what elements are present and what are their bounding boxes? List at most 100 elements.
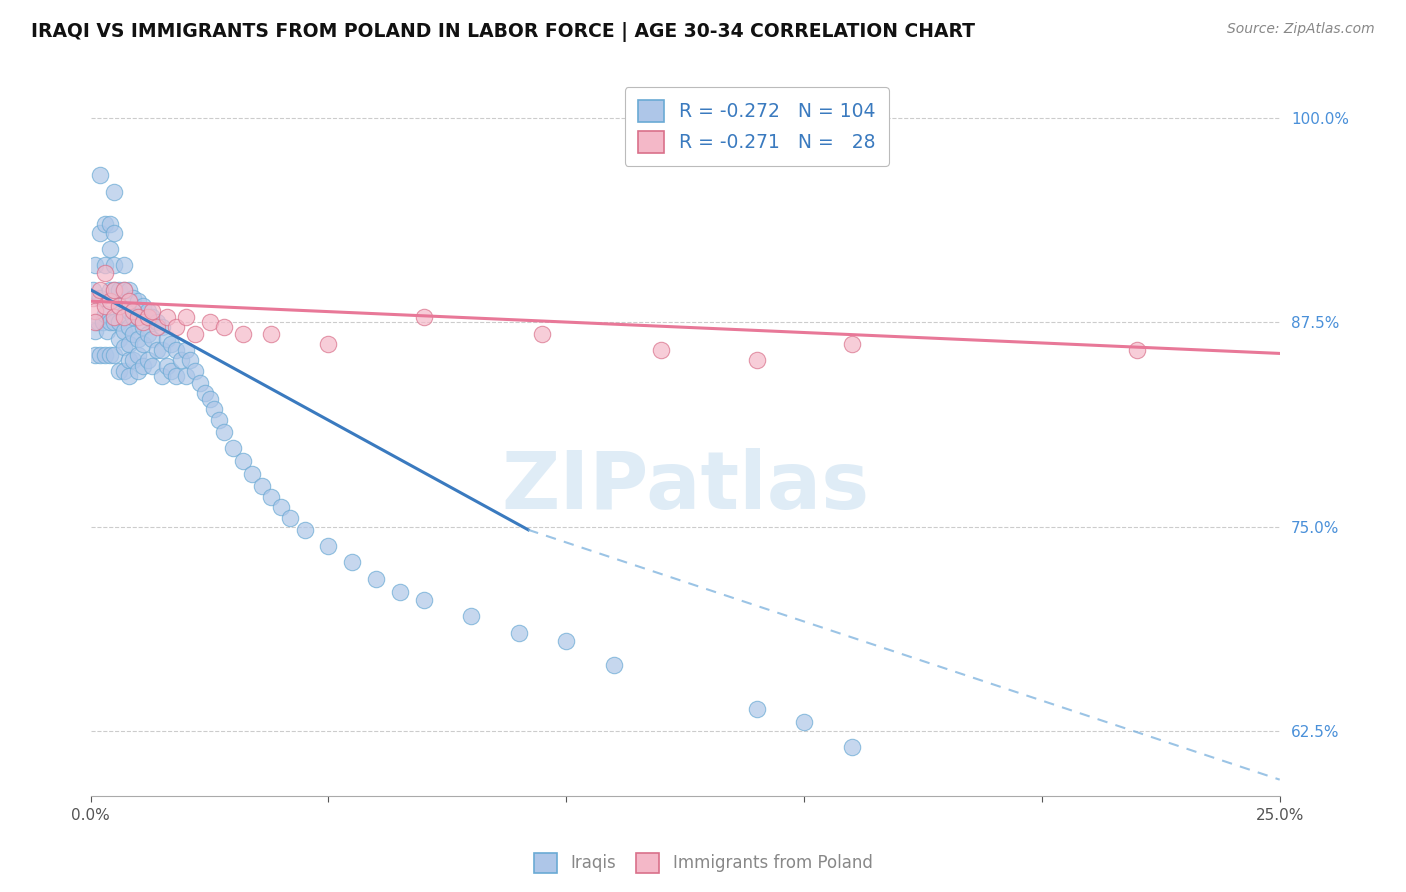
Point [160, 336, 183, 351]
Point [745, 702, 768, 716]
Point [212, 320, 235, 334]
Point [170, 353, 193, 368]
Point [108, 364, 131, 378]
Point [141, 332, 163, 346]
Point [103, 348, 125, 362]
Point [89, 291, 111, 305]
Point [531, 326, 554, 341]
Point [194, 385, 217, 400]
Point [98, 242, 121, 256]
Point [165, 369, 187, 384]
Point [150, 343, 173, 358]
Point [141, 310, 163, 325]
Point [508, 625, 530, 640]
Point [118, 304, 141, 318]
Point [87, 315, 110, 329]
Point [412, 310, 434, 325]
Point [232, 326, 254, 341]
Point [260, 326, 283, 341]
Point [108, 299, 131, 313]
Point [103, 310, 125, 325]
Point [122, 326, 145, 341]
Point [82, 291, 104, 305]
Point [84, 324, 107, 338]
Point [118, 294, 141, 309]
Point [122, 353, 145, 368]
Point [141, 304, 163, 318]
Point [98, 315, 121, 329]
Point [122, 291, 145, 305]
Point [94, 307, 117, 321]
Point [127, 310, 149, 325]
Point [98, 294, 121, 309]
Point [89, 169, 111, 183]
Point [136, 310, 159, 325]
Point [388, 585, 411, 599]
Point [112, 340, 135, 354]
Point [132, 320, 155, 334]
Point [745, 353, 768, 368]
Point [250, 479, 273, 493]
Point [146, 320, 169, 334]
Point [412, 593, 434, 607]
Point [260, 490, 283, 504]
Point [150, 320, 173, 334]
Point [108, 283, 131, 297]
Point [136, 326, 159, 341]
Point [127, 310, 149, 325]
Point [603, 658, 626, 673]
Point [841, 336, 863, 351]
Point [132, 299, 155, 313]
Point [132, 336, 155, 351]
Point [198, 392, 221, 406]
Point [89, 226, 111, 240]
Point [112, 324, 135, 338]
Point [122, 304, 145, 318]
Point [156, 332, 179, 346]
Point [364, 572, 387, 586]
Point [198, 315, 221, 329]
Point [160, 364, 183, 378]
Point [240, 467, 263, 482]
Point [156, 310, 179, 325]
Point [280, 511, 302, 525]
Point [94, 218, 117, 232]
Point [342, 556, 364, 570]
Point [84, 348, 107, 362]
Point [127, 348, 149, 362]
Point [89, 348, 111, 362]
Point [103, 283, 125, 297]
Point [179, 353, 201, 368]
Legend: Iraqis, Immigrants from Poland: Iraqis, Immigrants from Poland [527, 847, 879, 880]
Point [127, 332, 149, 346]
Point [112, 283, 135, 297]
Text: ZIPatlas: ZIPatlas [501, 448, 869, 526]
Point [103, 258, 125, 272]
Point [98, 218, 121, 232]
Point [232, 454, 254, 468]
Point [84, 258, 107, 272]
Point [318, 336, 340, 351]
Point [118, 336, 141, 351]
Point [184, 364, 207, 378]
Point [555, 633, 578, 648]
Point [141, 359, 163, 374]
Point [174, 310, 197, 325]
Point [94, 299, 117, 313]
Point [460, 609, 482, 624]
Point [146, 343, 169, 358]
Point [222, 441, 245, 455]
Point [294, 523, 316, 537]
Point [98, 348, 121, 362]
Point [98, 283, 121, 297]
Point [270, 500, 292, 514]
Point [112, 258, 135, 272]
Point [146, 315, 169, 329]
Point [165, 320, 187, 334]
Point [136, 353, 159, 368]
Point [150, 369, 173, 384]
Point [165, 343, 187, 358]
Legend: R = -0.272   N = 104, R = -0.271   N =   28: R = -0.272 N = 104, R = -0.271 N = 28 [624, 87, 889, 166]
Point [94, 348, 117, 362]
Point [188, 376, 211, 390]
